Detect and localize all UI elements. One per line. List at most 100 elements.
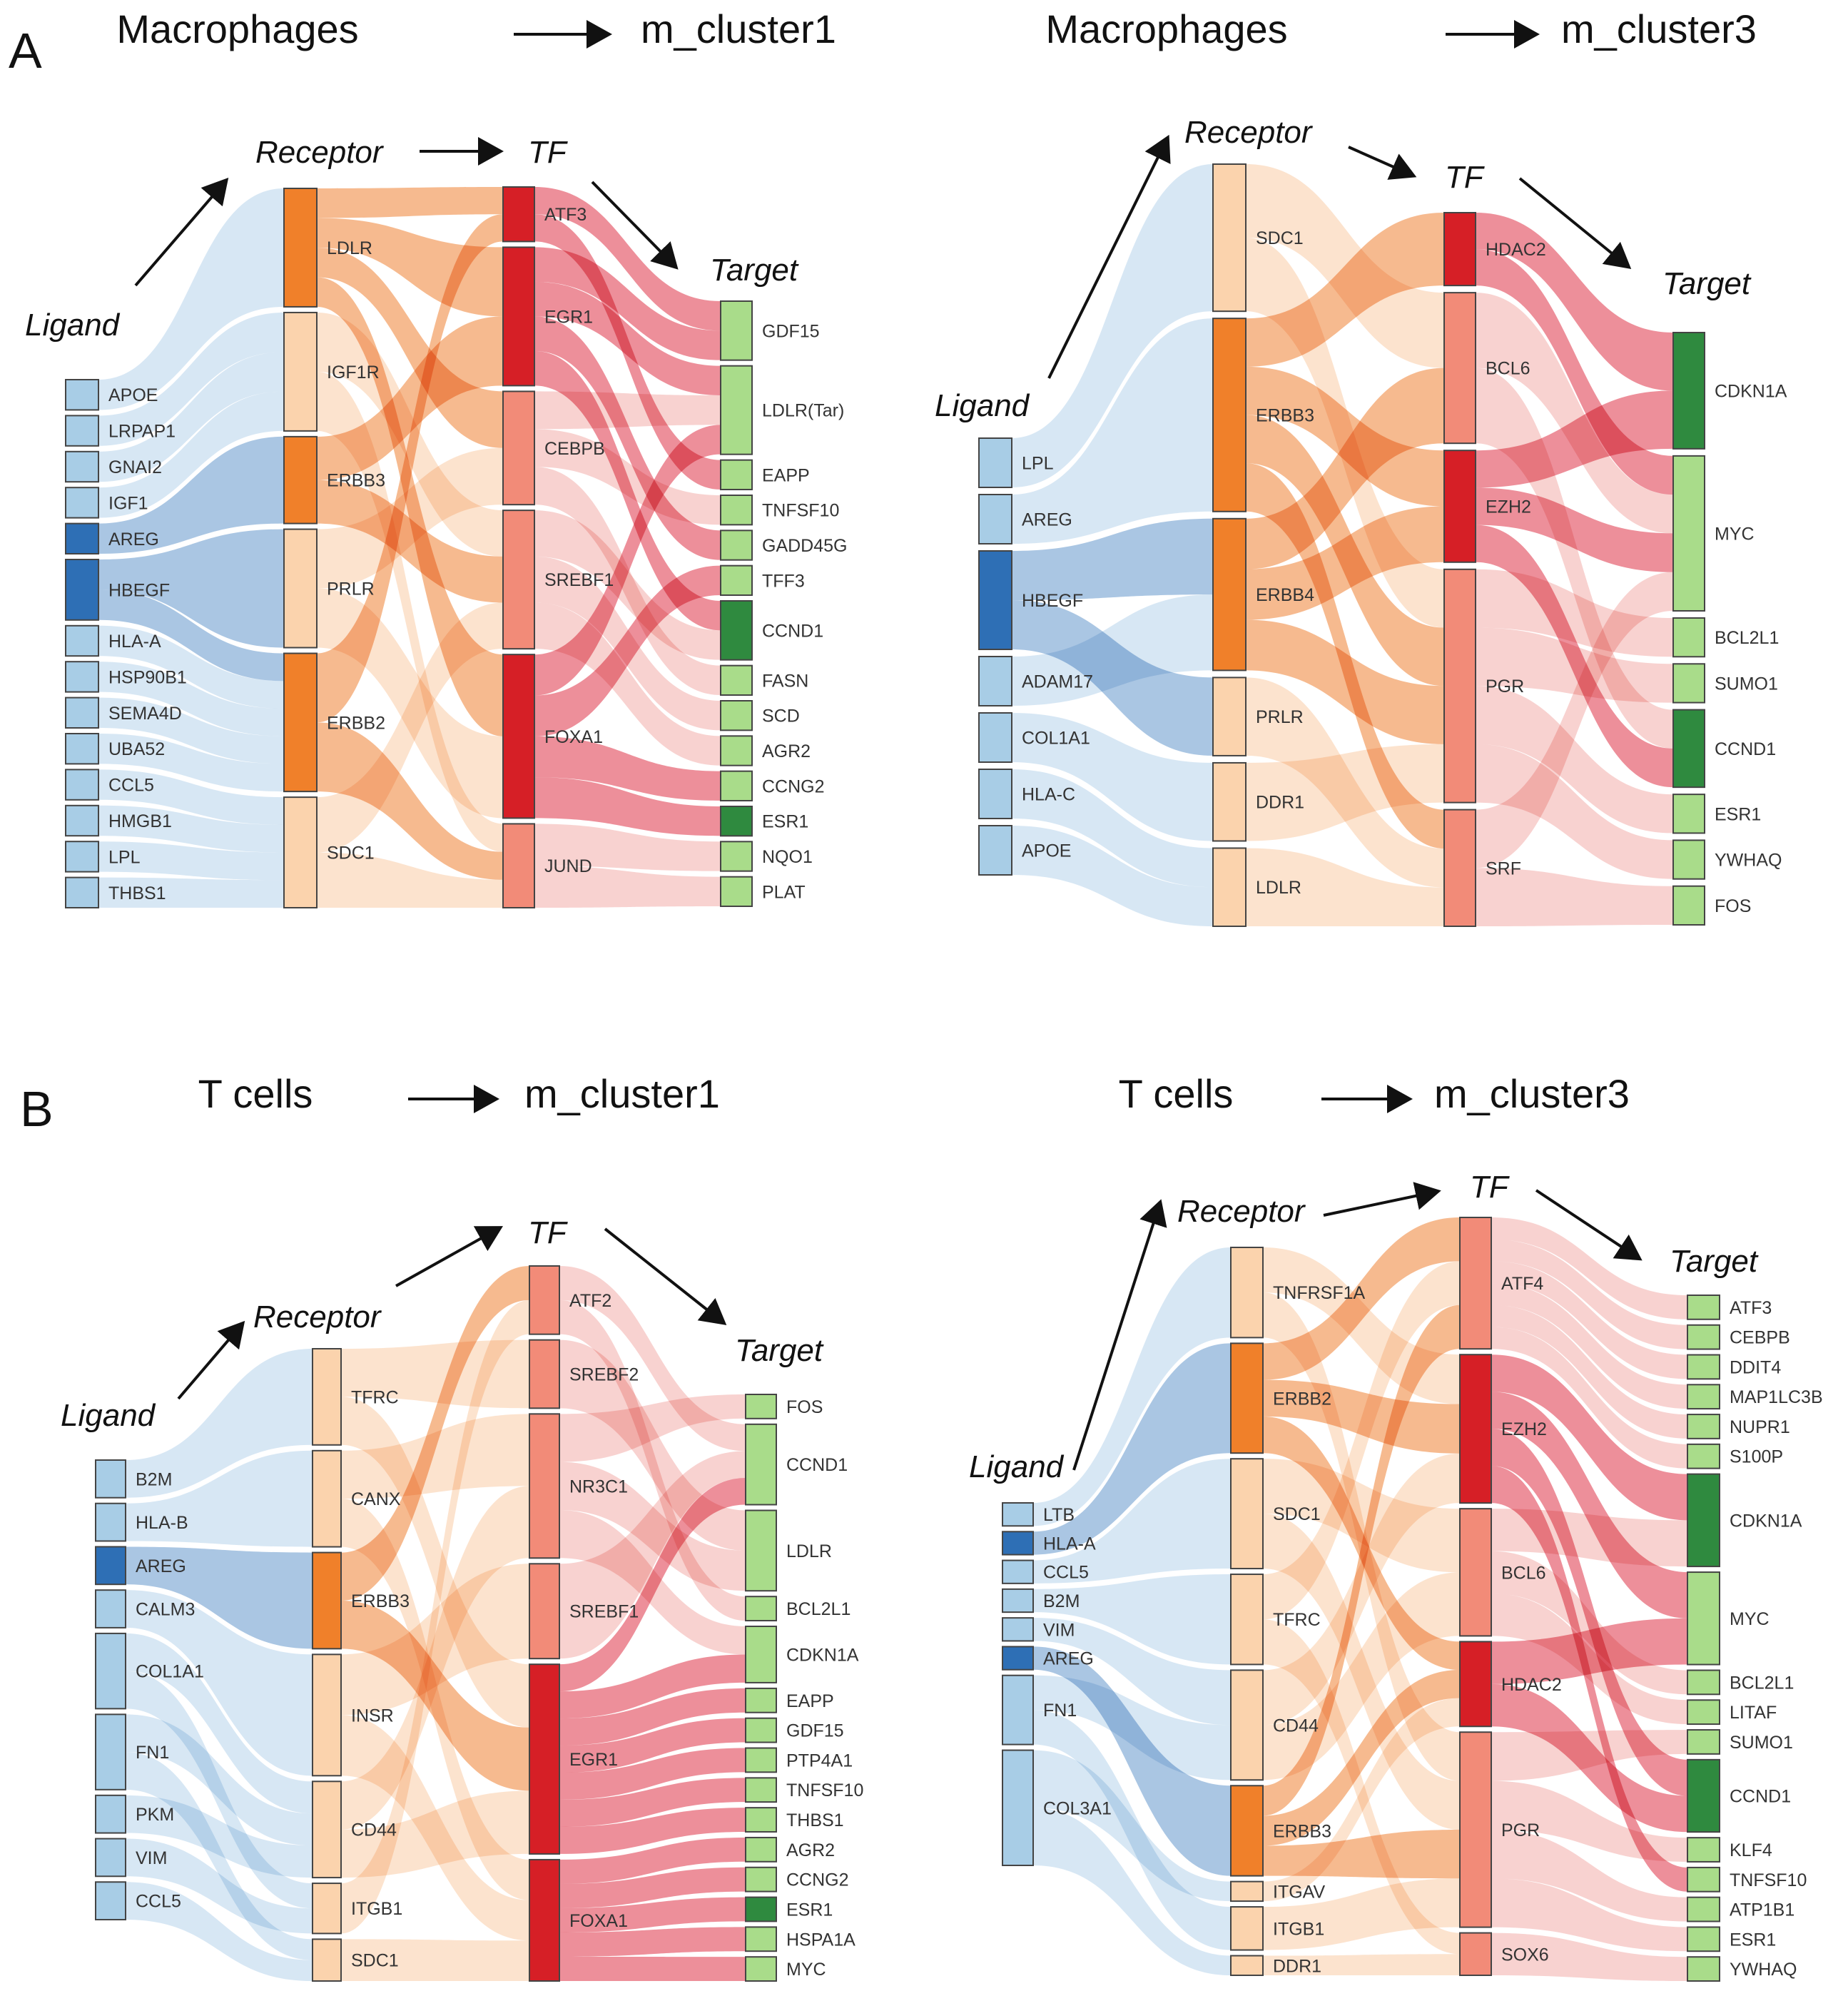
ligand-node-hsp90b1: [65, 661, 99, 693]
target-node-sumo1: [1687, 1729, 1720, 1755]
target-node-gdf15: [745, 1717, 777, 1743]
target-label-ddit4: DDIT4: [1730, 1357, 1781, 1377]
link-tf-target: [534, 281, 721, 395]
ligand-node-ltb: [1002, 1502, 1034, 1527]
target-node-bcl2l1: [1672, 617, 1705, 658]
link-receptor-tf: [317, 371, 503, 852]
target-label-fos: FOS: [786, 1397, 823, 1417]
flow-arrow-2: [1323, 1182, 1441, 1217]
ligand-label-col1a1: COL1A1: [136, 1662, 204, 1682]
target-label-bcl2l1: BCL2L1: [1730, 1673, 1794, 1693]
ligand-label-uba52: UBA52: [108, 739, 165, 759]
ligand-label-hla-c: HLA-C: [1022, 785, 1075, 805]
target-label-ywhaq: YWHAQ: [1730, 1960, 1797, 1980]
link-tf-target: [534, 510, 721, 660]
link-receptor-tf: [1263, 1416, 1460, 1671]
ligand-label-lrpap1: LRPAP1: [108, 422, 176, 442]
link-ligand-receptor: [126, 1633, 313, 1814]
tf-nodes: ATF3 EGR1 CEBPB SREBF1 FOXA1 JUND: [502, 186, 614, 908]
link-tf-target: [534, 316, 721, 560]
target-label-s100p: S100P: [1730, 1447, 1783, 1467]
target-node-plat: [720, 876, 753, 907]
link-ligand-receptor: [1033, 1459, 1231, 1584]
ligand-label-ccl5: CCL5: [108, 776, 154, 796]
link-tf-target: [1476, 686, 1673, 834]
tf-label-egr1: EGR1: [569, 1750, 618, 1770]
ligand-node-gnai2: [65, 450, 99, 483]
target-label-nupr1: NUPR1: [1730, 1417, 1790, 1437]
tf-node-hdac2: [1443, 212, 1476, 287]
target-label-ccnd1: CCND1: [762, 621, 823, 641]
ligand-node-pkm: [95, 1794, 126, 1834]
ligand-label-col3a1: COL3A1: [1043, 1798, 1112, 1818]
ligand-node-col1a1: [978, 712, 1012, 763]
layer-label-ligand: Ligand: [969, 1449, 1065, 1484]
receptor-node-erbb3: [1212, 318, 1247, 512]
target-nodes: CDKN1A MYC BCL2L1 SUMO1 CCND1 ESR1 YWHAQ FOS: [1672, 332, 1787, 926]
target-label-gadd45g: GADD45G: [762, 536, 847, 556]
ligand-label-b2m: B2M: [136, 1469, 172, 1489]
ligand-node-lpl: [65, 841, 99, 873]
receptor-node-tfrc: [312, 1348, 342, 1446]
target-node-cdkn1a: [1672, 332, 1705, 450]
target-label-myc: MYC: [1730, 1609, 1770, 1629]
link-ligand-receptor: [98, 805, 284, 853]
link-ligand-receptor: [1012, 594, 1213, 706]
tf-nodes: HDAC2 BCL6 EZH2 PGR SRF: [1443, 212, 1546, 927]
link-ligand-receptor: [126, 1838, 313, 1934]
link-tf-target: [559, 1451, 746, 1659]
target-label-eapp: EAPP: [762, 465, 810, 485]
link-tf-target: [534, 777, 721, 836]
receptor-node-erbb3: [1230, 1785, 1264, 1877]
target-node-esr1: [1687, 1926, 1720, 1952]
ligand-node-hla-c: [978, 769, 1012, 819]
ligand-label-lpl: LPL: [108, 847, 141, 867]
target-node-gadd45g: [720, 530, 753, 561]
receptor-label-erbb3: ERBB3: [327, 471, 385, 491]
target-label-cebpb: CEBPB: [1730, 1328, 1790, 1348]
receptor-node-igf1r: [283, 311, 318, 432]
tf-label-sox6: SOX6: [1501, 1945, 1549, 1965]
link-tf-target: [559, 1688, 746, 1746]
link-receptor-tf: [341, 1300, 529, 1934]
tf-node-sox6: [1459, 1932, 1492, 1976]
link-tf-target: [1476, 293, 1673, 534]
link-tf-target: [559, 1654, 746, 1719]
link-tf-target: [1491, 1780, 1687, 1862]
target-label-klf4: KLF4: [1730, 1840, 1772, 1860]
tf-node-atf3: [502, 186, 535, 243]
target-node-tff3: [720, 564, 753, 597]
link-ligand-receptor: [1012, 518, 1213, 600]
link-receptor-tf: [317, 247, 503, 448]
link-tf-target: [1476, 868, 1673, 926]
link-tf-target: [1476, 249, 1673, 495]
ligand-node-adam17: [978, 656, 1012, 706]
ligand-nodes: B2M HLA-B AREG CALM3 COL1A1 FN1 PKM VIM CCL5: [95, 1459, 204, 1920]
tf-node-pgr: [1459, 1731, 1492, 1928]
target-node-cebpb: [1687, 1324, 1720, 1350]
target-node-ddit4: [1687, 1354, 1720, 1380]
tf-node-egr1: [529, 1663, 560, 1855]
target-label-atp1b1: ATP1B1: [1730, 1900, 1794, 1920]
receptor-node-ldlr: [1212, 847, 1247, 928]
target-node-ccnd1: [745, 1423, 777, 1506]
link-tf-target: [1476, 487, 1673, 572]
panel-a2: Macrophages m_cluster3 LPL AREG HBEGF ADAM17 C…: [935, 6, 1787, 928]
ligand-node-hmgb1: [65, 804, 99, 837]
receptor-node-erbb3: [283, 435, 318, 525]
link-receptor-tf: [317, 602, 503, 853]
ligand-node-lpl: [978, 437, 1012, 488]
panel-a1: Macrophages m_cluster1 APOE LRPAP1 GNAI2 IGF1…: [25, 6, 847, 908]
link-ligand-receptor: [98, 436, 284, 554]
target-label-litaf: LITAF: [1730, 1703, 1777, 1723]
links: [126, 1266, 746, 1981]
target-label-esr1: ESR1: [1730, 1930, 1776, 1950]
link-tf-target: [1491, 1829, 1687, 1922]
link-ligand-receptor: [126, 1590, 313, 1776]
receptor-node-sdc1: [283, 796, 318, 908]
flow-arrow-3: [1518, 177, 1632, 270]
target-label-tnfsf10: TNFSF10: [762, 501, 839, 521]
link-ligand-receptor: [98, 841, 284, 881]
layer-label-tf: TF: [528, 135, 568, 170]
target-node-bcl2l1: [1687, 1669, 1720, 1696]
